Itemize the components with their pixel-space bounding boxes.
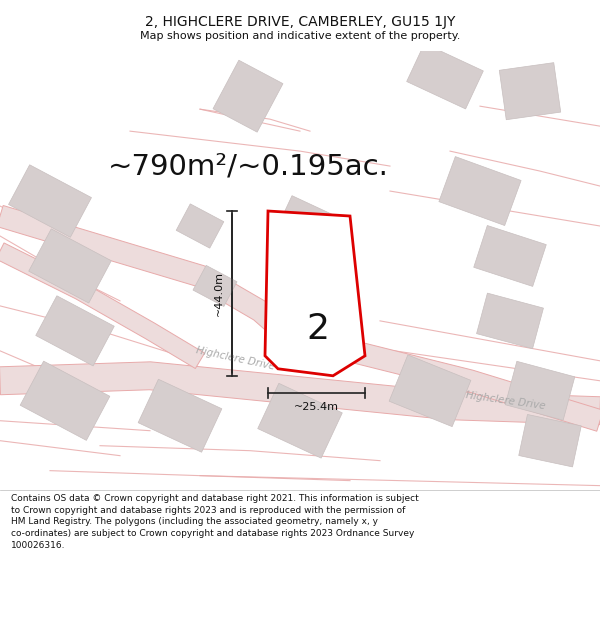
Polygon shape [277, 196, 333, 246]
Polygon shape [389, 355, 471, 427]
Polygon shape [20, 361, 110, 441]
Polygon shape [287, 281, 353, 341]
Polygon shape [193, 266, 237, 306]
Polygon shape [213, 60, 283, 132]
Text: 2, HIGHCLERE DRIVE, CAMBERLEY, GU15 1JY: 2, HIGHCLERE DRIVE, CAMBERLEY, GU15 1JY [145, 15, 455, 29]
Polygon shape [176, 204, 224, 248]
Polygon shape [0, 362, 600, 425]
Polygon shape [328, 335, 600, 431]
Polygon shape [29, 229, 111, 303]
Polygon shape [265, 211, 365, 376]
Polygon shape [138, 379, 222, 452]
Text: Highclere Drive: Highclere Drive [464, 390, 545, 411]
Polygon shape [407, 44, 484, 109]
Polygon shape [439, 157, 521, 226]
Text: Map shows position and indicative extent of the property.: Map shows position and indicative extent… [140, 31, 460, 41]
Polygon shape [476, 293, 544, 349]
Polygon shape [499, 62, 561, 120]
Polygon shape [258, 383, 342, 458]
Text: ~44.0m: ~44.0m [214, 271, 224, 316]
Polygon shape [519, 414, 581, 467]
Polygon shape [505, 361, 575, 420]
Text: ~790m²/~0.195ac.: ~790m²/~0.195ac. [107, 152, 388, 180]
Polygon shape [0, 206, 307, 354]
Text: ~25.4m: ~25.4m [294, 402, 339, 412]
Polygon shape [474, 226, 546, 286]
Polygon shape [0, 243, 205, 369]
Text: Contains OS data © Crown copyright and database right 2021. This information is : Contains OS data © Crown copyright and d… [11, 494, 419, 550]
Text: 2: 2 [307, 312, 329, 346]
Polygon shape [36, 296, 114, 366]
Text: Highclere Drive: Highclere Drive [194, 346, 275, 372]
Polygon shape [8, 165, 91, 238]
